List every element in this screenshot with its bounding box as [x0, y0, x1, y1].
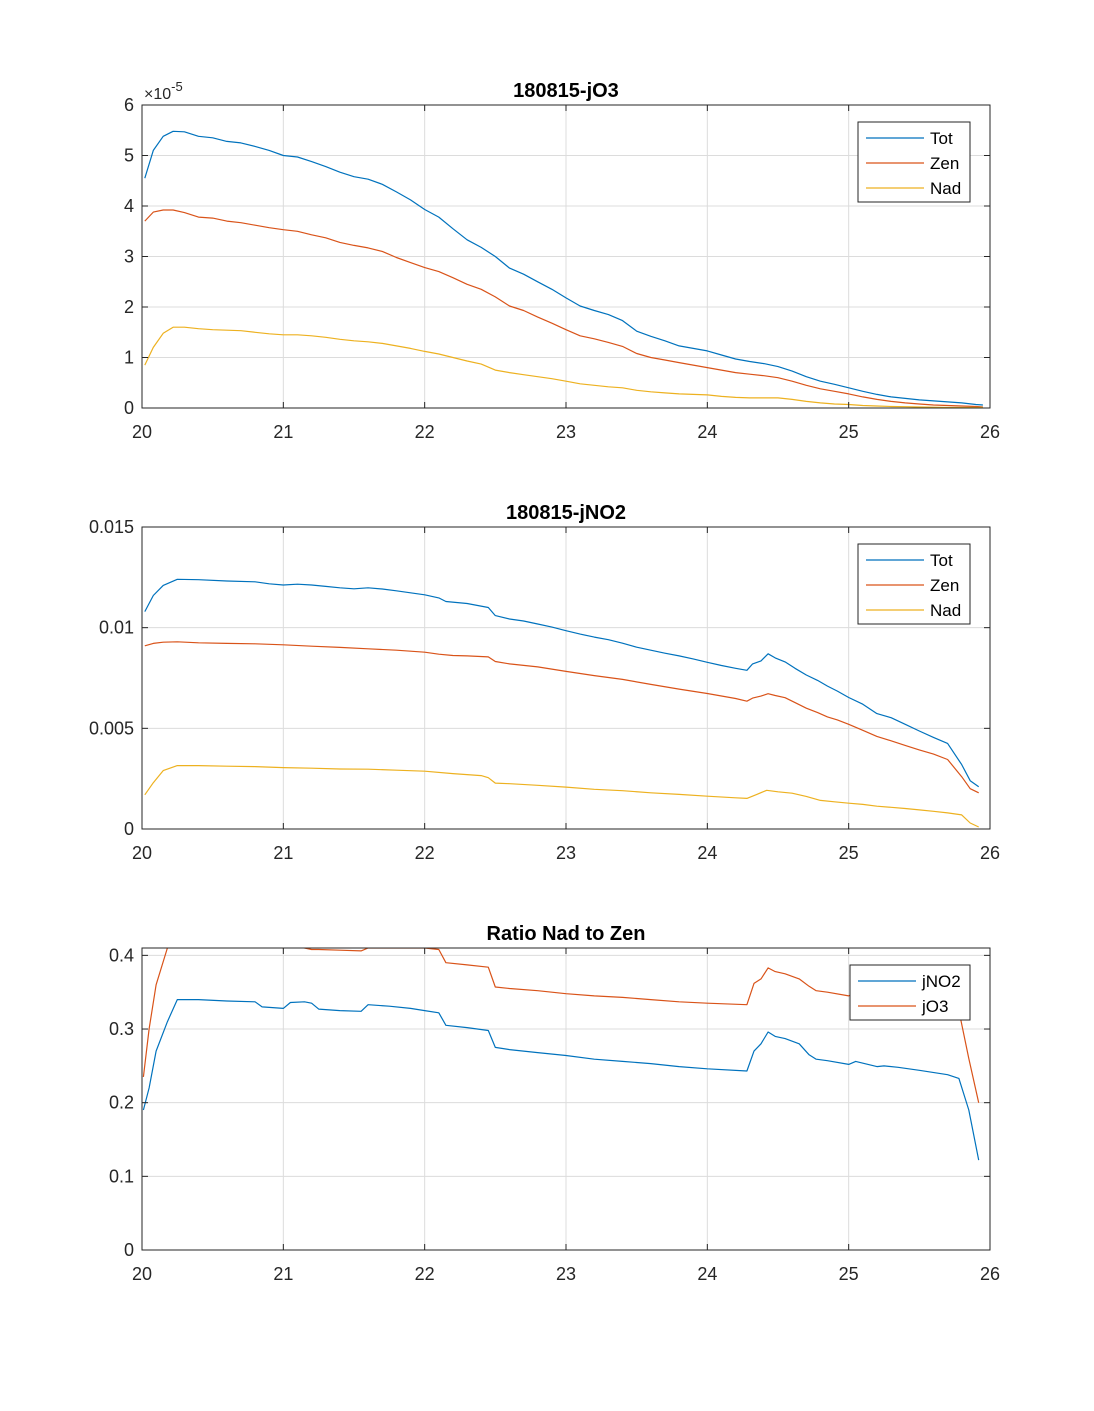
- x-tick-label: 22: [415, 422, 435, 442]
- x-tick-label: 23: [556, 843, 576, 863]
- x-tick-label: 26: [980, 1264, 1000, 1284]
- series-line-zen: [144, 641, 979, 794]
- y-tick-label: 0.3: [109, 1019, 134, 1039]
- series-line-tot: [144, 578, 980, 788]
- chart-title: 180815-jO3: [513, 80, 619, 102]
- legend-box: [849, 964, 971, 1021]
- legend: Tot Zen Nad: [857, 121, 971, 203]
- y-tick-label: 0: [124, 1240, 134, 1260]
- y-tick-label: 0.005: [89, 718, 134, 738]
- y-tick-label: 1: [124, 348, 134, 368]
- y-exponent-label: ×10-5: [144, 79, 183, 103]
- x-tick-label: 21: [273, 843, 293, 863]
- x-tick-label: 24: [697, 843, 717, 863]
- legend-label-zen: Zen: [930, 576, 959, 595]
- y-tick-label: 0.2: [109, 1093, 134, 1113]
- y-tick-label: 4: [124, 196, 134, 216]
- legend-label-zen: Zen: [930, 154, 959, 173]
- x-tick-label: 23: [556, 422, 576, 442]
- series-line-zen: [144, 209, 983, 408]
- series-line-jno2: [142, 998, 980, 1161]
- y-tick-label: 5: [124, 146, 134, 166]
- series-line-nad: [144, 326, 983, 408]
- x-tick-label: 22: [415, 843, 435, 863]
- legend-label-tot: Tot: [930, 129, 953, 148]
- x-tick-label: 24: [697, 1264, 717, 1284]
- x-tick-label: 26: [980, 422, 1000, 442]
- legend: jNO2 jO3: [849, 964, 971, 1021]
- x-tick-label: 20: [132, 1264, 152, 1284]
- series-line-tot: [144, 130, 983, 406]
- y-exponent-power: -5: [171, 79, 183, 94]
- legend-label-tot: Tot: [930, 551, 953, 570]
- x-tick-label: 22: [415, 1264, 435, 1284]
- y-tick-label: 2: [124, 297, 134, 317]
- chart-panel-2: 20 21 22 23 24 25 26 0 0.005 0.01 0.015 180815-jNO2…: [89, 502, 1000, 863]
- series-group: [144, 578, 980, 828]
- x-tick-label: 24: [697, 422, 717, 442]
- chart-title: Ratio Nad to Zen: [487, 923, 646, 945]
- x-tick-label: 26: [980, 843, 1000, 863]
- legend-label-nad: Nad: [930, 179, 961, 198]
- x-tick-label: 25: [839, 843, 859, 863]
- legend-label-jno2: jNO2: [921, 972, 961, 991]
- series-group: [144, 130, 983, 408]
- y-tick-label: 0.01: [99, 618, 134, 638]
- x-tick-label: 21: [273, 1264, 293, 1284]
- y-tick-label: 0.1: [109, 1166, 134, 1186]
- legend-label-jo3: jO3: [921, 997, 948, 1016]
- legend-box: [857, 121, 971, 203]
- y-tick-label: 6: [124, 95, 134, 115]
- legend: Tot Zen Nad: [857, 543, 971, 625]
- x-tick-label: 20: [132, 422, 152, 442]
- y-tick-label: 0: [124, 398, 134, 418]
- y-tick-label: 0.4: [109, 945, 134, 965]
- x-tick-label: 23: [556, 1264, 576, 1284]
- chart-title: 180815-jNO2: [506, 502, 626, 524]
- legend-label-nad: Nad: [930, 601, 961, 620]
- legend-box: [857, 543, 971, 625]
- chart-panel-3: 20 21 22 23 24 25 26 0 0.1 0.2 0.3 0.4 Ratio Nad to …: [109, 923, 1000, 1284]
- series-line-nad: [144, 764, 979, 828]
- x-tick-label: 25: [839, 1264, 859, 1284]
- x-tick-label: 20: [132, 843, 152, 863]
- y-tick-label: 3: [124, 247, 134, 267]
- y-tick-label: 0.015: [89, 517, 134, 537]
- x-tick-label: 25: [839, 422, 859, 442]
- y-tick-label: 0: [124, 819, 134, 839]
- x-tick-label: 21: [273, 422, 293, 442]
